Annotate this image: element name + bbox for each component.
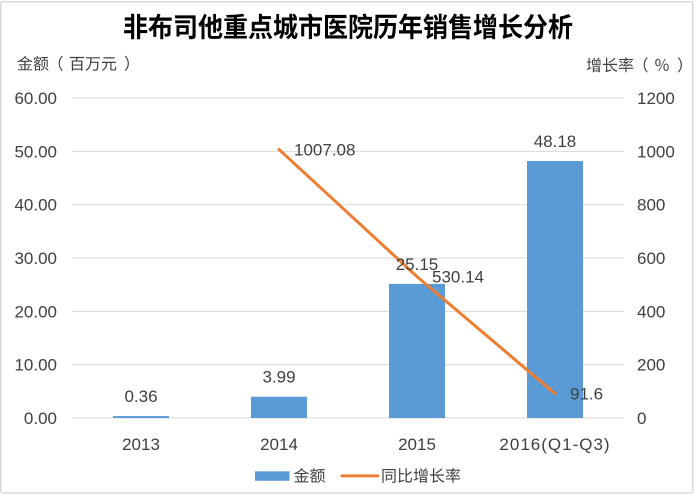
svg-text:0: 0 [637, 409, 646, 428]
svg-text:600: 600 [637, 249, 665, 268]
svg-text:40.00: 40.00 [14, 196, 57, 215]
svg-text:3.99: 3.99 [262, 368, 295, 387]
svg-text:400: 400 [637, 302, 665, 321]
svg-text:0.36: 0.36 [124, 387, 157, 406]
svg-text:200: 200 [637, 356, 665, 375]
svg-text:91.6: 91.6 [570, 385, 603, 404]
svg-text:10.00: 10.00 [14, 356, 57, 375]
svg-text:0.00: 0.00 [24, 409, 57, 428]
svg-text:1000: 1000 [637, 142, 675, 161]
svg-text:800: 800 [637, 196, 665, 215]
svg-text:530.14: 530.14 [432, 268, 484, 287]
svg-text:1007.08: 1007.08 [294, 140, 355, 159]
svg-text:30.00: 30.00 [14, 249, 57, 268]
svg-text:60.00: 60.00 [14, 89, 57, 108]
svg-text:20.00: 20.00 [14, 302, 57, 321]
svg-text:1200: 1200 [637, 89, 675, 108]
svg-text:2014: 2014 [260, 435, 298, 454]
svg-text:25.15: 25.15 [396, 255, 439, 274]
svg-text:2015: 2015 [398, 435, 436, 454]
svg-text:2016(Q1-Q3): 2016(Q1-Q3) [499, 435, 610, 454]
svg-text:50.00: 50.00 [14, 142, 57, 161]
svg-text:2013: 2013 [122, 435, 160, 454]
svg-text:48.18: 48.18 [534, 132, 577, 151]
